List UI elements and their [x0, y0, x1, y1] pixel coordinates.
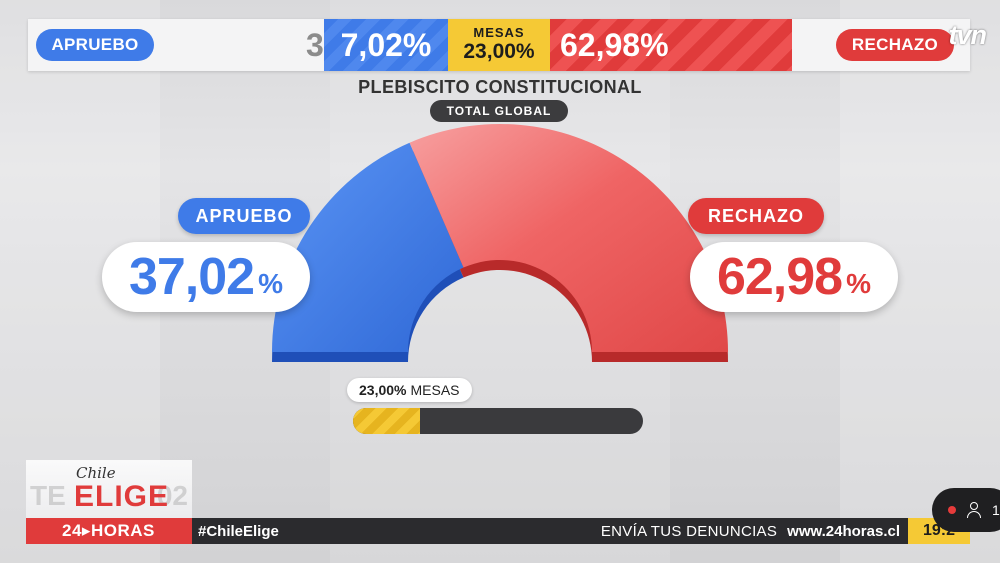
top-mesas-value: 23,00%: [463, 40, 535, 63]
gauge-segment-apruebo: [272, 142, 464, 352]
rechazo-label: RECHAZO: [688, 198, 824, 234]
24horas-brand: 24▸HORAS: [26, 518, 192, 544]
top-apruebo-percentage: 7,02%: [324, 19, 448, 71]
mesas-progress-bar: [353, 408, 643, 434]
gauge-segment-rechazo: [409, 124, 728, 352]
ticker-website: www.24horas.cl: [787, 522, 900, 540]
user-icon: [966, 502, 982, 518]
news-ticker: 24▸HORAS #ChileElige ENVÍA TUS DENUNCIAS…: [26, 518, 970, 544]
rechazo-unit: %: [846, 268, 872, 299]
top-rechazo-percentage: 62,98%: [550, 19, 792, 71]
live-dot-icon: [948, 506, 956, 514]
top-results-bar: APRUEBO 3 7,02% MESAS 23,00% 62,98% RECH…: [28, 19, 970, 71]
ticker-denuncias: ENVÍA TUS DENUNCIAS: [600, 522, 778, 540]
chile-elige-ghost-left: TE: [30, 480, 66, 511]
subtitle-badge: TOTAL GLOBAL: [430, 100, 568, 122]
ticker-hashtag: #ChileElige: [198, 522, 279, 540]
chile-elige-big-text: ELIGE: [74, 480, 170, 513]
top-rechazo-label: RECHAZO: [836, 29, 954, 61]
mesas-progress-label: 23,00% MESAS: [347, 378, 472, 402]
chile-elige-ghost-right: 02: [156, 480, 188, 511]
apruebo-value: 37,02: [128, 248, 255, 306]
tvn-logo: tvn: [948, 20, 987, 50]
chile-elige-logo: TE 02 Chile ELIGE: [26, 460, 192, 518]
mesas-progress-value: 23,00%: [359, 382, 407, 398]
mesas-progress-text: MESAS: [410, 382, 460, 398]
top-apruebo-ghost-digit: 3: [306, 27, 324, 63]
live-viewer-count: 1: [992, 502, 1000, 518]
rechazo-percentage-card: 62,98 %: [690, 242, 898, 312]
top-apruebo-label: APRUEBO: [36, 29, 154, 61]
apruebo-percentage-card: 37,02 %: [102, 242, 310, 312]
top-mesas-box: MESAS 23,00%: [448, 19, 550, 71]
apruebo-unit: %: [258, 268, 284, 299]
rechazo-value: 62,98: [716, 248, 843, 306]
chile-elige-small-text: Chile: [76, 464, 116, 482]
top-mesas-label: MESAS: [473, 25, 525, 40]
mesas-progress-fill: [353, 408, 420, 434]
live-viewers-widget[interactable]: 1: [932, 488, 1000, 532]
ticker-main: #ChileElige ENVÍA TUS DENUNCIAS www.24ho…: [192, 518, 908, 544]
ticker-right: ENVÍA TUS DENUNCIAS www.24horas.cl: [601, 523, 900, 540]
apruebo-label: APRUEBO: [178, 198, 310, 234]
page-title: PLEBISCITO CONSTITUCIONAL: [358, 77, 642, 97]
